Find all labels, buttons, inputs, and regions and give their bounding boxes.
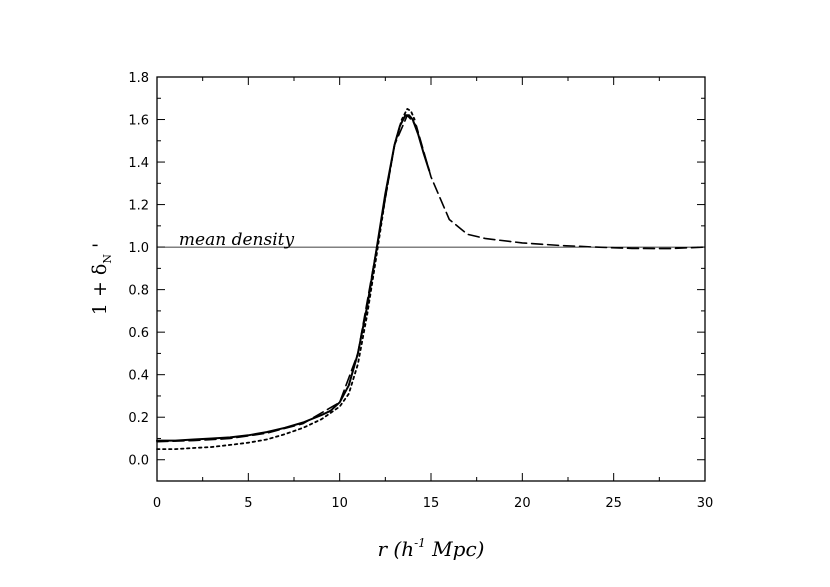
plot-frame <box>156 76 706 482</box>
series-line-dashed <box>156 114 706 443</box>
y-tick-label: 1.4 <box>128 156 149 171</box>
y-axis-title-sub: N <box>101 254 114 264</box>
y-axis-title-main: 1 + δ <box>89 264 111 316</box>
x-axis-title-rest: Mpc) <box>426 537 485 561</box>
y-tick-label: 0.6 <box>128 326 149 341</box>
x-tick-label: 15 <box>423 496 440 511</box>
series-line-dotted <box>156 108 416 450</box>
y-tick-label: 1.0 <box>128 241 149 256</box>
y-tick-label: 0.0 <box>128 454 149 469</box>
x-axis-title: r (h-1 Mpc) <box>378 536 485 561</box>
plot-area: 0 5 10 15 20 25 30 0.0 0.2 0.4 0.6 0.8 1.0 1.2 1.4 1.6 1… <box>128 71 713 511</box>
series-line-solid <box>156 114 431 442</box>
x-tick-label: 25 <box>605 496 622 511</box>
x-tick-label: 20 <box>514 496 531 511</box>
annotation-mean-density: mean density <box>179 230 295 250</box>
y-tick-label: 1.6 <box>128 114 149 129</box>
y-tick-label: 0.4 <box>128 369 149 384</box>
y-tick-label: 1.2 <box>128 199 149 214</box>
x-tick-label: 30 <box>697 496 714 511</box>
y-tick-label: 0.2 <box>128 411 149 426</box>
y-tick-label: 1.8 <box>128 71 149 86</box>
y-axis-title: 1 + δN ' <box>89 243 114 315</box>
y-axis-title-prime: ' <box>89 243 111 248</box>
x-tick-label: 10 <box>331 496 348 511</box>
x-axis-title-sup: -1 <box>414 536 426 550</box>
y-tick-label: 0.8 <box>128 284 149 299</box>
x-tick-label: 0 <box>153 496 161 511</box>
x-axis-title-main: r (h <box>378 537 415 561</box>
x-tick-label: 5 <box>244 496 252 511</box>
